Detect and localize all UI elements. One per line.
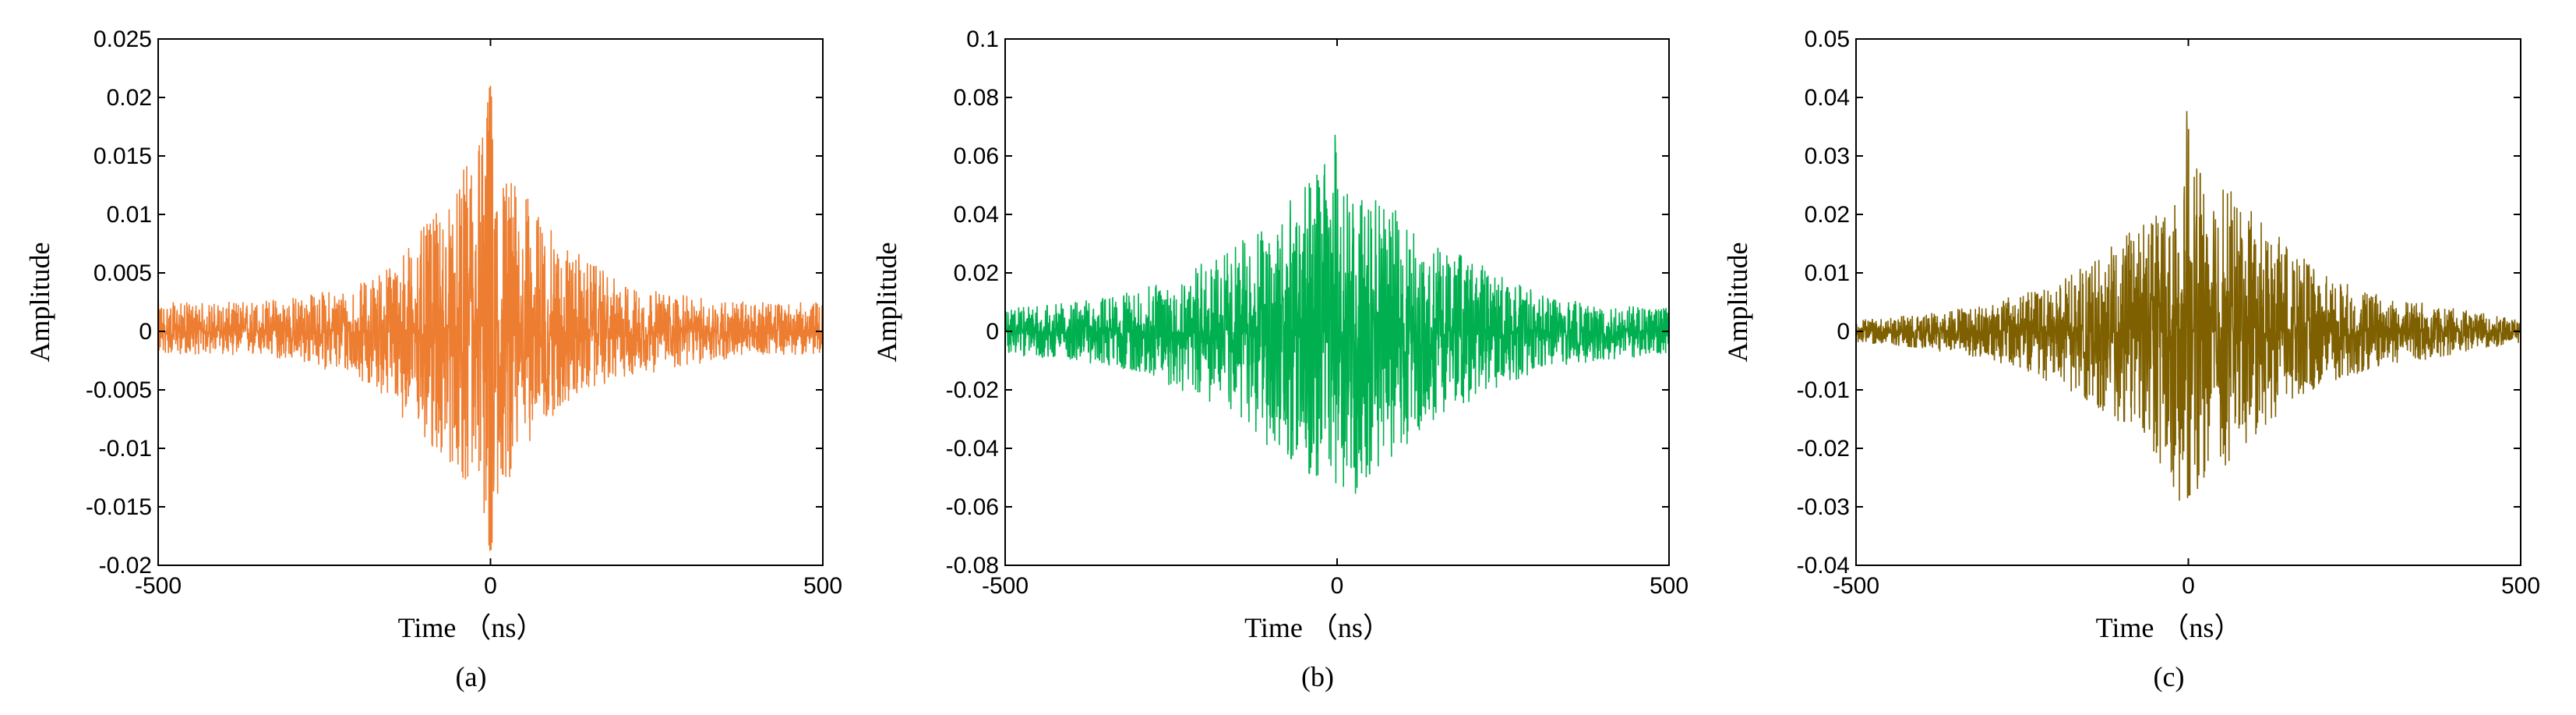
- x-tick-label: 500: [1650, 573, 1689, 599]
- y-tick-label: -0.01: [99, 436, 152, 462]
- y-tick-label: -0.02: [1797, 436, 1850, 462]
- y-tick-label: -0.015: [86, 494, 152, 520]
- y-tick-label: -0.04: [1797, 553, 1850, 579]
- y-tick-label: 0.04: [1805, 85, 1850, 111]
- x-tick-label: 500: [2501, 573, 2540, 599]
- x-tick-label: 500: [803, 573, 842, 599]
- y-tick-label: -0.08: [946, 553, 999, 579]
- y-tick-label: 0.02: [107, 85, 152, 111]
- chart-panel-3: -0.04 -0.03 -0.02 -0.01 0 0.01 0.02 0.03 0.04 0.0…: [1722, 27, 2540, 692]
- y-tick-label: 0.01: [107, 202, 152, 228]
- y-tick-label: 0: [1837, 319, 1850, 345]
- y-tick-label: -0.03: [1797, 494, 1850, 520]
- y-tick-label: 0.02: [954, 260, 999, 286]
- y-tick-label: 0.08: [954, 85, 999, 111]
- y-axis-label: Amplitude: [24, 242, 55, 363]
- x-axis-label: Time （ns）: [398, 612, 545, 643]
- y-tick-label: -0.04: [946, 436, 999, 462]
- y-tick-label: 0.06: [954, 143, 999, 169]
- panel-caption: (a): [456, 661, 487, 692]
- x-axis-label: Time （ns）: [1244, 612, 1391, 643]
- y-tick-label: -0.02: [99, 553, 152, 579]
- y-axis-label: Amplitude: [871, 242, 902, 363]
- chart-panel-1: -0.02 -0.015 -0.01 -0.005 0 0.005 0.01 0.015 0.0…: [24, 27, 842, 692]
- y-tick-label: -0.005: [86, 377, 152, 403]
- x-tick-label: 0: [1331, 573, 1344, 599]
- y-tick-label: 0: [139, 319, 152, 345]
- panel-caption: (b): [1301, 661, 1334, 692]
- y-tick-label: 0.1: [966, 27, 999, 52]
- y-tick-label: 0: [986, 319, 999, 345]
- y-tick-label: 0.005: [94, 260, 152, 286]
- y-tick-label: 0.015: [94, 143, 152, 169]
- signal-trace-1: [158, 85, 823, 551]
- x-tick-label: -500: [1833, 573, 1879, 599]
- x-tick-label: -500: [982, 573, 1029, 599]
- y-tick-label: 0.03: [1805, 143, 1850, 169]
- chart-panel-2: -0.08 -0.06 -0.04 -0.02 0 0.02 0.04 0.06 0.08 0.1…: [871, 27, 1689, 692]
- y-tick-label: 0.02: [1805, 202, 1850, 228]
- y-tick-label: 0.05: [1805, 27, 1850, 52]
- x-tick-label: 0: [2182, 573, 2195, 599]
- y-tick-label: -0.01: [1797, 377, 1850, 403]
- y-tick-label: -0.06: [946, 494, 999, 520]
- signal-trace-2: [1005, 134, 1669, 494]
- panel-caption: (c): [2154, 661, 2185, 692]
- y-axis-label: Amplitude: [1722, 242, 1753, 363]
- signal-trace-3: [1856, 111, 2521, 501]
- y-tick-label: 0.025: [94, 27, 152, 52]
- y-tick-label: -0.02: [946, 377, 999, 403]
- y-tick-label: 0.01: [1805, 260, 1850, 286]
- x-tick-label: 0: [484, 573, 497, 599]
- y-tick-label: 0.04: [954, 202, 999, 228]
- x-axis-label: Time （ns）: [2096, 612, 2243, 643]
- x-tick-label: -500: [135, 573, 182, 599]
